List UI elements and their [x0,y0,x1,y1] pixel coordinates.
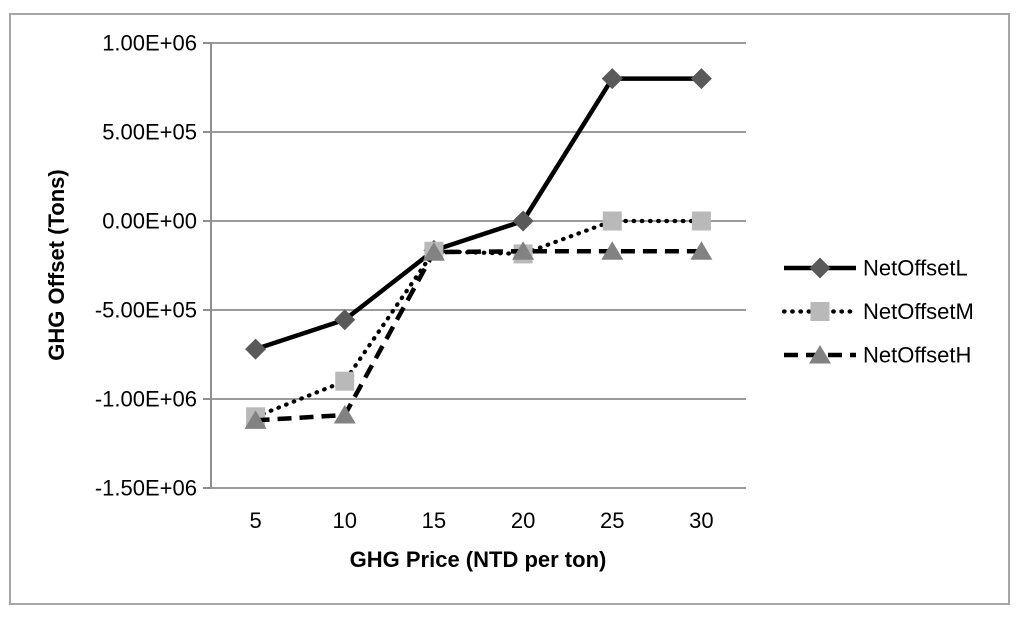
chart-frame-border [9,13,1010,605]
x-tick-label: 5 [249,508,261,533]
x-tick-label: 15 [422,508,446,533]
y-tick-label: -1.00E+06 [95,387,197,412]
legend-label-NetOffsetM: NetOffsetM [863,299,974,324]
legend-label-NetOffsetH: NetOffsetH [863,343,971,368]
marker-NetOffsetM [602,211,622,231]
marker-NetOffsetL [334,309,356,331]
marker-NetOffsetH [244,410,267,429]
marker-NetOffsetH [601,241,624,260]
y-tick-label: -5.00E+05 [95,298,197,323]
series-line-NetOffsetM [253,218,704,419]
series-line-NetOffsetH [255,249,702,423]
x-tick-label: 30 [689,508,713,533]
y-tick-label: 1.00E+06 [102,31,197,56]
y-tick-label: 5.00E+05 [102,120,197,145]
marker-NetOffsetL [512,210,534,232]
marker-NetOffsetM [335,371,355,391]
y-tick-label: 0.00E+00 [102,209,197,234]
y-axis-title: GHG Offset (Tons) [44,169,69,361]
legend-marker-NetOffsetM [810,302,830,321]
marker-NetOffsetH [422,242,445,261]
marker-NetOffsetH [512,241,535,260]
marker-NetOffsetM [691,211,711,231]
series-line-NetOffsetL [254,76,702,352]
y-tick-label: -1.50E+06 [95,476,197,501]
x-tick-label: 10 [333,508,357,533]
legend-marker-NetOffsetH [809,345,831,364]
marker-NetOffsetH [333,405,356,424]
x-tick-label: 20 [511,508,535,533]
legend-label-NetOffsetL: NetOffsetL [863,256,968,281]
marker-NetOffsetL [690,68,712,90]
legend-marker-NetOffsetL [809,257,831,279]
marker-NetOffsetL [601,68,623,90]
x-tick-label: 25 [600,508,624,533]
marker-NetOffsetH [690,241,713,260]
x-axis-title: GHG Price (NTD per ton) [349,547,607,572]
marker-NetOffsetL [245,338,267,360]
